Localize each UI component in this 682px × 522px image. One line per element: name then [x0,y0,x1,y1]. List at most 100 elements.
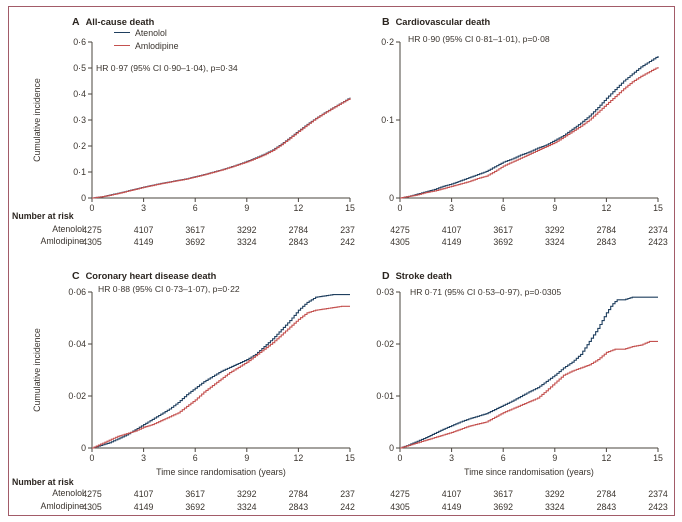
at-risk-number: 3617 [185,225,205,235]
at-risk-number: 2423 [648,237,668,247]
y-tick-label: 0·3 [73,115,86,125]
at-risk-number: 3324 [545,237,565,247]
legend-item-amlodipine: Amlodipine [114,39,179,52]
number-at-risk-label: Number at risk [12,211,74,221]
hr-annotation: HR 0·97 (95% CI 0·90–1·04), p=0·34 [96,63,238,73]
x-tick-label: 6 [193,203,198,213]
panel-title-text: Stroke death [395,271,452,281]
at-risk-row-label-atenolol: Atenolol [52,224,84,234]
curve-atenolol [400,296,658,449]
x-tick-label: 15 [653,453,663,463]
x-tick-label: 9 [552,203,557,213]
legend: Atenolol Amlodipine [114,26,179,52]
x-tick-label: 6 [501,453,506,463]
chart-all-cause-death: 0 0·1 0·2 0·3 0·4 0·5 0·6 0 3 6 9 12 15 Cumulative in… [32,37,355,247]
x-tick-label: 15 [345,453,355,463]
at-risk-number: 2843 [289,502,309,512]
at-risk-number: 2423 [340,502,355,512]
at-risk-number: 4305 [390,237,410,247]
y-tick-label: 0·02 [68,391,86,401]
at-risk-number: 3292 [237,489,257,499]
at-risk-number: 2784 [597,225,617,235]
at-risk-number: 3292 [545,489,565,499]
x-axis-title: Time since randomisation (years) [156,467,286,477]
x-tick-label: 0 [90,203,95,213]
panel-letter: A [72,16,80,28]
x-axis-title: Time since randomisation (years) [464,467,594,477]
at-risk-number: 2423 [340,237,355,247]
panel-title: B Cardiovascular death [382,12,490,30]
at-risk-number: 4149 [442,237,462,247]
at-risk-number: 4107 [134,225,154,235]
at-risk-number: 4149 [442,502,462,512]
panel-title-text: Coronary heart disease death [85,271,217,281]
number-at-risk-label: Number at risk [12,477,74,487]
curve-amlodipine [92,98,351,199]
at-risk-number: 2784 [289,489,309,499]
at-risk-number: 4149 [134,502,154,512]
amlodipine-line-swatch [114,45,130,46]
at-risk-number: 3692 [493,237,513,247]
panel-title-text: Cardiovascular death [395,17,491,27]
curve-amlodipine [400,66,659,199]
x-tick-label: 12 [294,203,304,213]
chart-stroke-death: 0 0·01 0·02 0·03 0 3 6 9 12 15 Time since randomis… [376,287,668,512]
at-risk-number: 3324 [237,502,257,512]
x-tick-label: 12 [294,453,304,463]
at-risk-number: 3324 [545,502,565,512]
at-risk-number: 4149 [134,237,154,247]
at-risk-number: 2843 [597,237,617,247]
hr-annotation: HR 0·88 (95% CI 0·73–1·07), p=0·22 [98,284,240,294]
curve-atenolol [92,294,350,449]
y-tick-label: 0 [81,193,86,203]
y-tick-label: 0·5 [73,63,86,73]
panel-coronary-heart-disease-death: 0 0·02 0·04 0·06 0 3 6 9 12 15 Cumulative incidenc… [10,262,355,514]
at-risk-number: 4305 [82,237,102,247]
chart-cardiovascular-death: 0 0·1 0·2 0 3 6 9 12 15 4275 4107 3617 3292 2784 2374 4… [381,37,668,247]
at-risk-number: 2374 [340,489,355,499]
at-risk-number: 3292 [237,225,257,235]
at-risk-number: 2374 [648,489,668,499]
at-risk-number: 4107 [442,489,462,499]
legend-label-amlodipine: Amlodipine [135,40,179,51]
at-risk-number: 3617 [493,225,513,235]
y-tick-label: 0·03 [376,287,394,297]
at-risk-number: 4275 [390,489,410,499]
atenolol-line-swatch [114,32,130,33]
at-risk-number: 4275 [82,489,102,499]
y-axis-title: Cumulative incidence [32,78,42,162]
x-tick-label: 9 [552,453,557,463]
y-tick-label: 0·1 [73,167,86,177]
y-tick-label: 0·4 [73,89,86,99]
panel-title: C Coronary heart disease death [72,266,216,284]
at-risk-number: 2374 [648,225,668,235]
curve-atenolol [400,56,659,199]
y-tick-label: 0·2 [73,141,86,151]
panel-all-cause-death: 0 0·1 0·2 0·3 0·4 0·5 0·6 0 3 6 9 12 15 Cumulative in… [10,8,355,258]
y-tick-label: 0·1 [381,115,394,125]
y-tick-label: 0 [389,193,394,203]
at-risk-row-label-amlodipine: Amlodipine [40,501,84,511]
panel-cardiovascular-death: 0 0·1 0·2 0 3 6 9 12 15 4275 4107 3617 3292 2784 2374 4… [358,8,672,258]
x-tick-label: 3 [449,453,454,463]
x-tick-label: 15 [345,203,355,213]
chart-coronary-heart-disease-death: 0 0·02 0·04 0·06 0 3 6 9 12 15 Cumulative incidenc… [32,287,355,512]
hr-annotation: HR 0·71 (95% CI 0·53–0·97), p=0·0305 [410,287,562,297]
at-risk-number: 3692 [185,502,205,512]
y-tick-label: 0 [389,443,394,453]
x-tick-label: 9 [244,453,249,463]
x-tick-label: 3 [141,203,146,213]
y-tick-label: 0·06 [68,287,86,297]
at-risk-number: 2423 [648,502,668,512]
x-tick-label: 6 [193,453,198,463]
at-risk-number: 4107 [442,225,462,235]
at-risk-number: 3692 [185,237,205,247]
panel-title-text: All-cause death [85,17,155,27]
curve-amlodipine [400,340,658,449]
x-tick-label: 0 [398,453,403,463]
at-risk-number: 3617 [185,489,205,499]
y-axis-title: Cumulative incidence [32,328,42,412]
x-tick-label: 12 [602,203,612,213]
x-tick-label: 6 [501,203,506,213]
at-risk-number: 4275 [390,225,410,235]
